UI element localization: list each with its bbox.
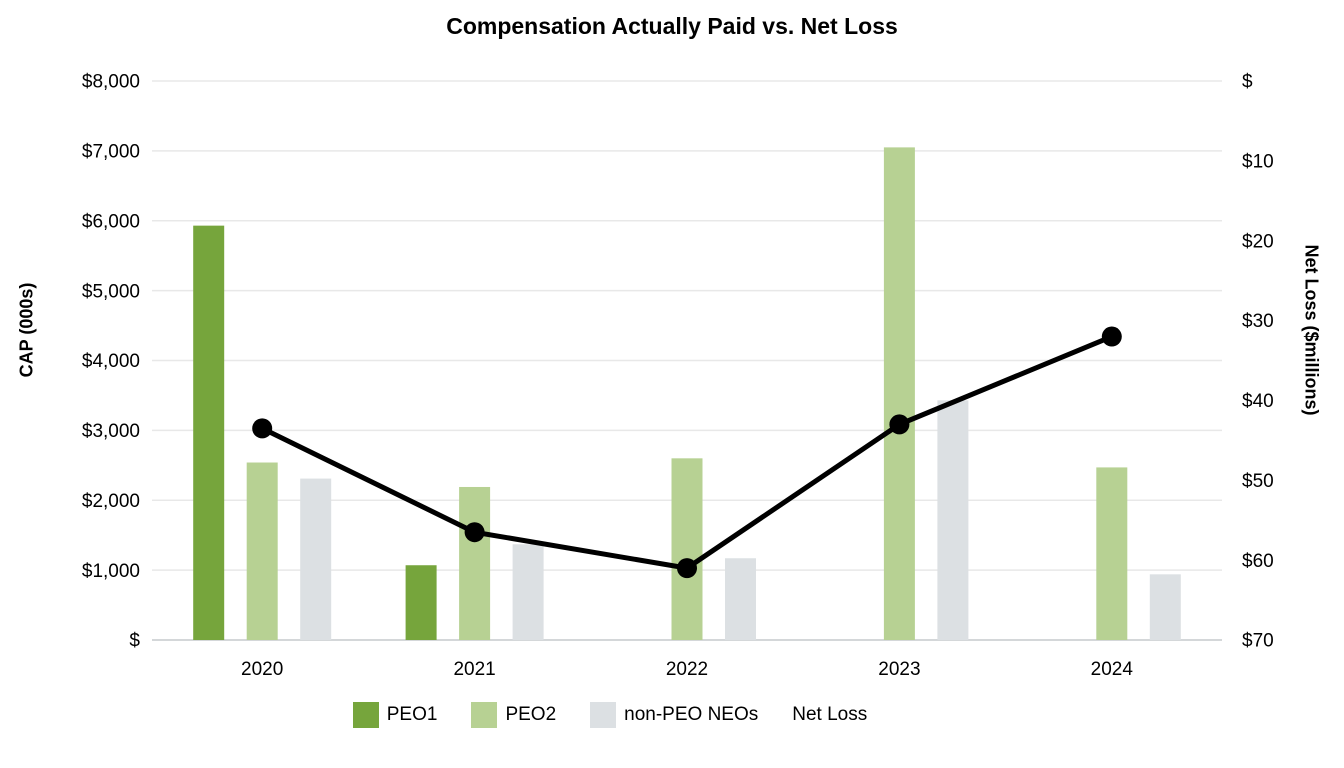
left-axis-tick: $5,000: [82, 281, 140, 302]
left-axis-tick: $2,000: [82, 491, 140, 512]
left-axis-tick: $7,000: [82, 142, 140, 163]
legend-label-non-peo-neos: non-PEO NEOs: [624, 704, 759, 725]
legend-swatch-peo2: [471, 702, 498, 728]
right-axis-tick: $: [1242, 72, 1253, 93]
left-axis-tick: $: [129, 631, 140, 652]
legend-label-peo1: PEO1: [386, 704, 438, 725]
right-axis-tick: $60: [1242, 551, 1274, 572]
netloss-point-2024: [1101, 326, 1122, 347]
right-axis-tick: $30: [1242, 311, 1274, 332]
bar-non-peo-neos-2021: [512, 544, 544, 640]
bar-non-peo-neos-2024: [1149, 574, 1181, 640]
legend-item-net-loss: Net Loss: [792, 704, 867, 726]
legend-item-non-peo-neos: non-PEO NEOs: [590, 702, 758, 728]
x-axis-tick-2022: 2022: [666, 659, 708, 680]
right-axis-tick: $20: [1242, 231, 1274, 252]
x-axis-tick-2020: 2020: [241, 659, 283, 680]
bar-peo2-2024: [1096, 467, 1128, 640]
x-axis-tick-2024: 2024: [1091, 659, 1134, 680]
right-axis-tick: $40: [1242, 391, 1274, 412]
right-axis-tick: $10: [1242, 152, 1274, 173]
left-axis-tick: $1,000: [82, 561, 140, 582]
left-axis-title: CAP (000s): [16, 282, 37, 378]
bar-peo2-2020: [246, 462, 278, 640]
legend-label-peo2: PEO2: [505, 704, 557, 725]
bar-peo2-2021: [459, 486, 491, 640]
bar-non-peo-neos-2020: [300, 478, 332, 640]
netloss-point-2021: [464, 522, 485, 543]
bar-peo1-2021: [405, 565, 437, 640]
netloss-point-2020: [252, 418, 273, 439]
bar-non-peo-neos-2023: [937, 400, 969, 640]
chart-title: Compensation Actually Paid vs. Net Loss: [446, 13, 898, 39]
bar-peo1-2020: [193, 225, 225, 641]
netloss-point-2022: [677, 558, 697, 579]
legend-swatch-non-peo-neos: [590, 702, 617, 728]
right-axis-tick: $70: [1242, 631, 1274, 652]
left-axis-tick: $4,000: [82, 351, 140, 372]
legend-item-peo2: PEO2: [471, 702, 556, 728]
bar-peo2-2022: [671, 458, 703, 640]
bar-non-peo-neos-2022: [725, 558, 756, 640]
x-axis-tick-2021: 2021: [453, 659, 495, 680]
legend-swatch-peo1: [352, 702, 379, 728]
legend: PEO1 PEO2 non-PEO NEOs Net Loss: [0, 702, 1282, 728]
right-axis-tick: $50: [1242, 471, 1274, 492]
netloss-point-2023: [889, 414, 910, 435]
bar-peo2-2023: [883, 147, 915, 640]
left-axis-tick: $8,000: [82, 72, 140, 93]
right-axis-title: Net Loss ($millions): [1301, 244, 1322, 416]
legend-label-net-loss: Net Loss: [792, 704, 868, 725]
left-axis-tick: $3,000: [82, 421, 140, 442]
legend-item-peo1: PEO1: [352, 702, 438, 728]
x-axis-tick-2023: 2023: [878, 659, 920, 680]
left-axis-tick: $6,000: [82, 211, 140, 232]
